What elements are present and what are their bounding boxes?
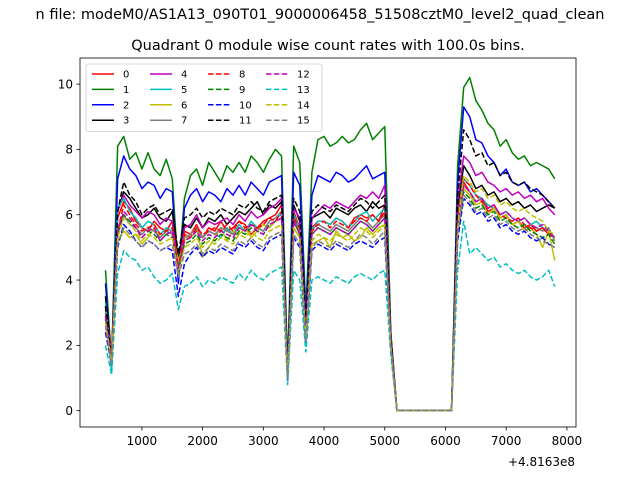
x-tick-label: 4000	[309, 434, 340, 448]
series-line-3	[104, 165, 556, 412]
series-line-13	[104, 220, 556, 412]
x-offset-label: +4.8163e8	[508, 455, 575, 469]
legend-label-1: 1	[123, 85, 129, 96]
series-line-14	[104, 174, 556, 412]
legend-label-9: 9	[239, 85, 245, 96]
legend-label-3: 3	[123, 116, 129, 127]
chart-title: Quadrant 0 module wise count rates with …	[131, 38, 525, 54]
y-tick-label: 6	[65, 208, 73, 222]
x-tick-label: 1000	[127, 434, 158, 448]
legend-label-5: 5	[181, 85, 187, 96]
legend-box	[85, 63, 323, 132]
legend-label-4: 4	[181, 70, 187, 81]
figure-suptitle: n file: modeM0/AS1A13_090T01_9000006458_…	[36, 7, 605, 23]
axes-frame	[79, 57, 577, 428]
series-line-15	[104, 194, 556, 412]
y-tick-label: 2	[65, 339, 73, 353]
legend-label-2: 2	[123, 100, 129, 111]
legend-label-6: 6	[181, 100, 187, 111]
x-tick-label: 5000	[369, 434, 400, 448]
x-tick-label: 7000	[491, 434, 522, 448]
series-line-8	[104, 178, 556, 412]
y-tick-label: 0	[65, 404, 73, 418]
legend-label-14: 14	[297, 100, 310, 111]
legend-label-13: 13	[297, 85, 310, 96]
series-line-11	[104, 129, 556, 412]
legend-label-0: 0	[123, 70, 129, 81]
x-tick-label: 6000	[430, 434, 461, 448]
legend-label-7: 7	[181, 116, 187, 127]
legend-label-11: 11	[239, 116, 252, 127]
legend-label-12: 12	[297, 70, 310, 81]
plot-area: 1000 2000 3000 4000 5000 6000 7000 8000 0 2 4 6 8 10 0…	[58, 57, 583, 448]
legend-label-15: 15	[297, 116, 310, 127]
x-tick-label: 8000	[552, 434, 583, 448]
y-tick-label: 10	[58, 77, 73, 91]
series-line-10	[104, 197, 556, 412]
y-tick-label: 4	[65, 273, 73, 287]
series-group	[104, 76, 556, 412]
x-tick-label: 2000	[187, 434, 218, 448]
legend-label-8: 8	[239, 70, 245, 81]
y-tick-label: 8	[65, 143, 73, 157]
series-line-12	[104, 184, 556, 412]
legend-label-10: 10	[239, 100, 252, 111]
x-tick-label: 3000	[248, 434, 279, 448]
